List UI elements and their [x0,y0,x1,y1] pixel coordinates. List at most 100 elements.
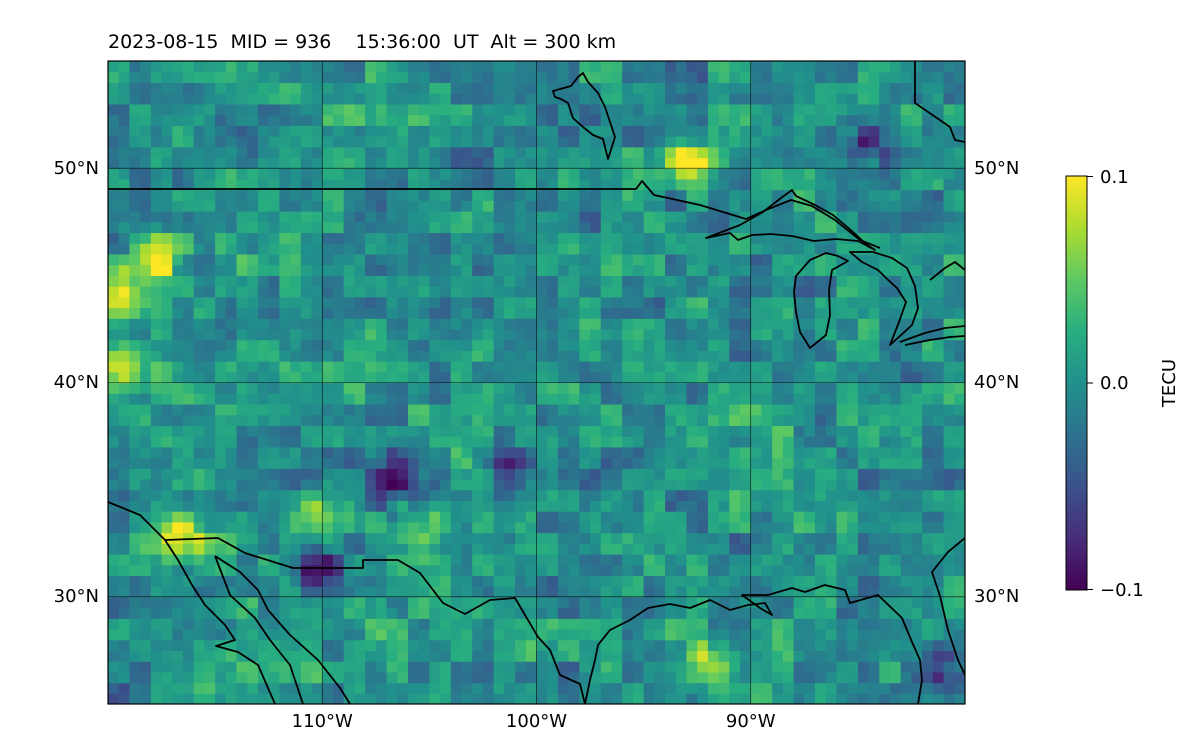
heatmap-cell [665,468,677,480]
heatmap-cell [750,650,763,662]
heatmap-cell [900,693,913,704]
heatmap-cell [172,543,184,555]
heatmap-cell [836,575,848,587]
heatmap-cell [750,575,763,587]
heatmap-cell [182,532,195,544]
heatmap-cell [697,575,709,587]
heatmap-cell [129,628,141,641]
heatmap-cell [922,339,934,351]
heatmap-cell [825,82,838,94]
heatmap-cell [525,307,538,319]
heatmap-cell [343,350,355,362]
heatmap-cell [450,639,463,652]
heatmap-cell [193,575,206,587]
heatmap-cell [600,61,613,73]
heatmap-cell [515,286,527,298]
us-canada-border [108,180,881,249]
heatmap-cell [836,82,848,94]
heatmap-cell [332,521,345,534]
heatmap-cell [493,93,505,105]
heatmap-cell [665,457,677,469]
heatmap-cell [225,82,238,94]
heatmap-cell [954,414,965,426]
heatmap-cell [836,586,848,598]
heatmap-cell [568,564,580,576]
heatmap-cell [332,114,345,126]
heatmap-cell [300,650,313,662]
heatmap-cell [182,628,195,641]
heatmap-cell [536,371,548,384]
heatmap-cell [911,575,923,587]
heatmap-cell [161,693,173,704]
heatmap-cell [407,468,420,480]
heatmap-cell [568,596,580,609]
heatmap-cell [397,639,409,652]
heatmap-cell [140,478,152,491]
heatmap-cell [236,382,248,394]
heatmap-cell [943,661,955,673]
heatmap-cell [761,243,773,255]
heatmap-cell [236,103,248,116]
heatmap-cell [129,468,141,480]
heatmap-cell [643,318,655,330]
heatmap-cell [954,628,965,641]
heatmap-cell [118,393,131,405]
heatmap-cell [815,457,827,469]
heatmap-cell [932,403,945,416]
heatmap-cell [225,253,238,266]
heatmap-cell [493,682,505,694]
heatmap-cell [954,318,965,330]
heatmap-cell [943,671,955,684]
heatmap-cell [461,618,473,630]
heatmap-cell [632,564,645,576]
heatmap-cell [354,425,366,437]
heatmap-cell [504,671,516,684]
heatmap-cell [407,253,420,266]
heatmap-cell [879,618,891,630]
heatmap-cell [204,564,216,576]
heatmap-cell [675,350,688,362]
heatmap-cell [718,639,730,652]
heatmap-cell [911,264,923,276]
heatmap-cell [161,661,173,673]
heatmap-cell [665,489,677,501]
heatmap-cell [161,489,173,501]
heatmap-cell [654,607,666,619]
heatmap-cell [836,146,848,159]
heatmap-cell [182,93,195,105]
heatmap-cell [804,393,816,405]
heatmap-cell [707,393,720,405]
heatmap-cell [129,168,141,180]
heatmap-cell [590,607,602,619]
heatmap-cell [868,114,880,126]
heatmap-cell [622,382,634,394]
heatmap-cell [225,146,238,159]
heatmap-cell [954,189,965,201]
heatmap-cell [707,607,720,619]
heatmap-cell [504,82,516,94]
heatmap-cell [525,661,538,673]
heatmap-cell [429,468,441,480]
heatmap-cell [729,393,741,405]
heatmap-cell [900,425,913,437]
heatmap-cell [515,168,527,180]
heatmap-cell [375,382,388,394]
heatmap-cell [590,296,602,309]
heatmap-cell [365,414,377,426]
heatmap-cell [922,221,934,234]
heatmap-cell [215,414,227,426]
heatmap-cell [740,575,752,587]
heatmap-cell [579,168,591,180]
heatmap-cell [118,339,131,351]
heatmap-cell [536,618,548,630]
heatmap-cell [375,264,388,276]
heatmap-cell [354,671,366,684]
heatmap-cell [204,414,216,426]
heatmap-cell [225,157,238,169]
heatmap-cell [108,682,120,694]
heatmap-cell [922,618,934,630]
heatmap-cell [225,671,238,684]
heatmap-cell [418,318,430,330]
heatmap-cell [890,114,902,126]
